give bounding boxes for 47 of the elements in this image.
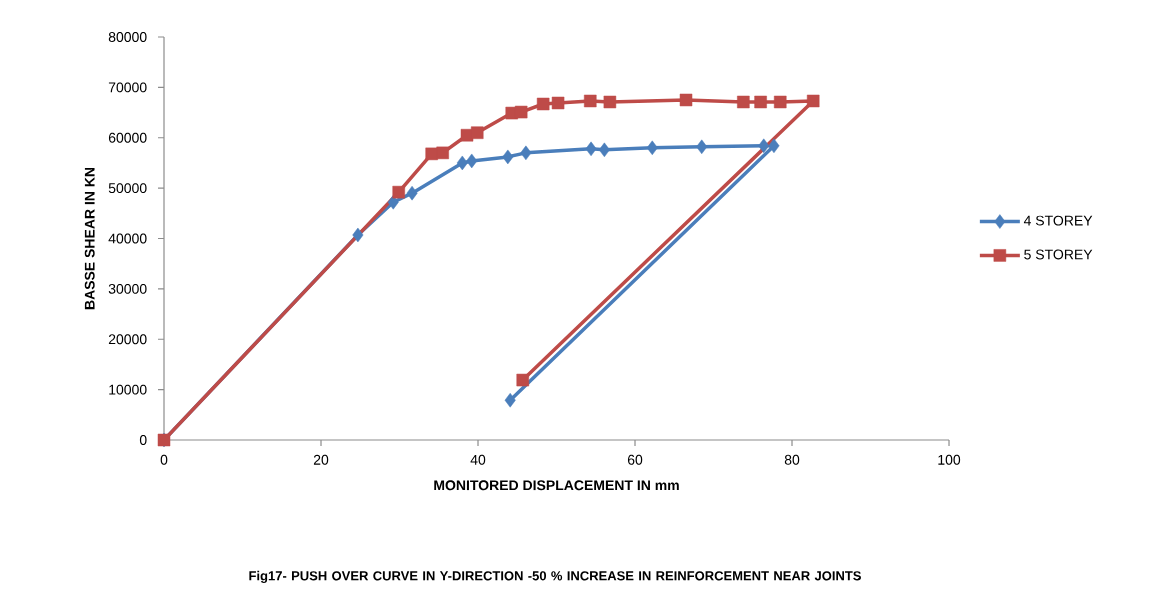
point xyxy=(456,155,468,171)
point xyxy=(470,126,484,139)
point xyxy=(603,95,617,109)
point xyxy=(754,95,767,109)
point xyxy=(585,141,597,157)
x-tick-label: 80 xyxy=(784,454,800,465)
point xyxy=(406,185,418,201)
x-tick-label: 40 xyxy=(470,454,486,465)
y-tick-label: 50000 xyxy=(108,183,147,194)
point xyxy=(514,105,528,119)
x-axis-title: MONITORED DISPLACEMENT IN mm xyxy=(434,480,679,491)
y-tick-label: 80000 xyxy=(108,32,147,42)
y-tick-label: 0 xyxy=(139,435,147,445)
point xyxy=(696,139,708,155)
point xyxy=(536,97,550,111)
y-tick-label: 10000 xyxy=(109,384,147,395)
point xyxy=(520,145,532,161)
x-tick-label: 60 xyxy=(627,454,643,465)
point xyxy=(773,95,787,109)
point xyxy=(584,94,597,108)
point xyxy=(516,373,529,387)
caption: Fig17- PUSH OVER CURVE IN Y-DIRECTION -50 % INCREASE IN REINFORCEMENT NEAR JOINTS xyxy=(249,570,861,584)
y-tick-label: 20000 xyxy=(108,334,147,345)
point xyxy=(392,185,405,199)
point xyxy=(598,142,610,158)
point xyxy=(758,138,770,154)
point xyxy=(679,93,693,107)
point xyxy=(806,94,820,108)
y-axis-title: BASSE SHEAR IN KN xyxy=(84,167,95,310)
point xyxy=(504,392,516,408)
y-tick-label: 70000 xyxy=(108,82,147,93)
x-tick-label: 20 xyxy=(313,454,329,465)
legend-label: 4 STOREY xyxy=(1023,215,1093,226)
point xyxy=(768,138,780,154)
point xyxy=(466,153,478,169)
y-tick-label: 60000 xyxy=(108,132,147,143)
point xyxy=(352,227,364,243)
point xyxy=(502,149,514,165)
y-tick-label: 40000 xyxy=(108,233,147,244)
y-tick-label: 30000 xyxy=(108,283,147,294)
legend-label: 5 STOREY xyxy=(1024,249,1093,260)
point xyxy=(737,95,750,109)
point xyxy=(551,96,565,110)
x-tick-label: 100 xyxy=(938,454,961,465)
point xyxy=(646,140,658,156)
x-tick-label: 0 xyxy=(160,454,168,465)
point xyxy=(436,146,449,160)
